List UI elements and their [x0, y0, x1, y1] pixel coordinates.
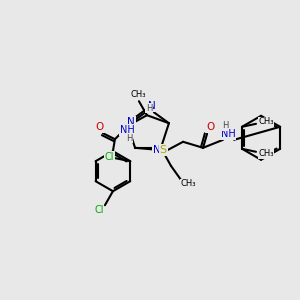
Text: NH: NH: [119, 125, 134, 135]
Text: CH₃: CH₃: [180, 179, 196, 188]
Text: H: H: [222, 121, 228, 130]
Text: Cl: Cl: [104, 152, 114, 162]
Text: O: O: [206, 122, 214, 132]
Text: N: N: [153, 145, 161, 155]
Text: CH₃: CH₃: [258, 117, 274, 126]
Text: H: H: [146, 104, 152, 113]
Text: N: N: [127, 117, 135, 127]
Text: NH: NH: [221, 129, 236, 139]
Text: Cl: Cl: [94, 205, 104, 215]
Text: CH₃: CH₃: [258, 149, 274, 158]
Text: O: O: [96, 122, 104, 132]
Text: H: H: [126, 134, 132, 143]
Text: CH₃: CH₃: [130, 90, 146, 99]
Text: S: S: [160, 145, 167, 155]
Text: N: N: [148, 101, 156, 111]
